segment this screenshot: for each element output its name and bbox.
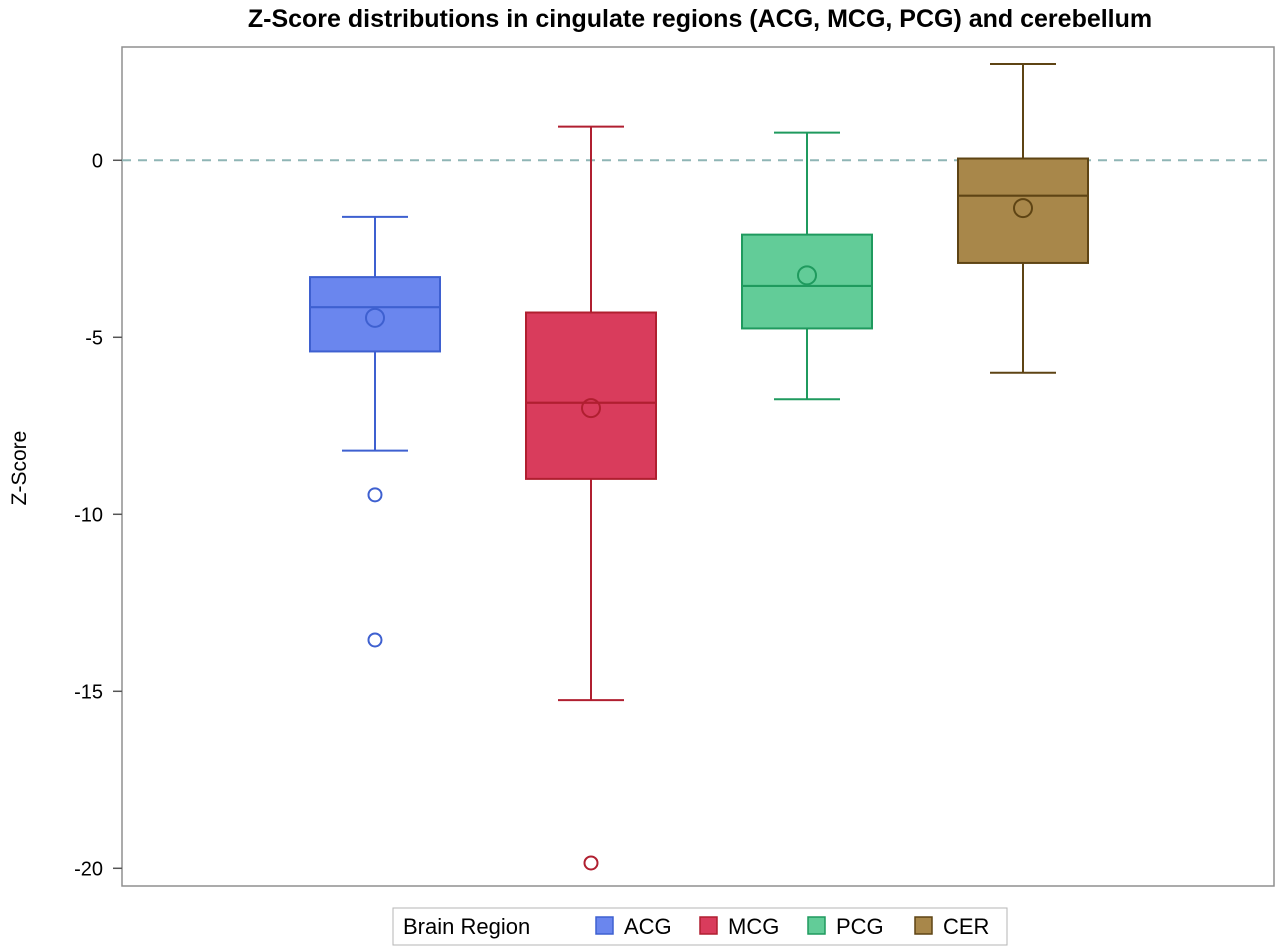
legend-item-pcg: PCG xyxy=(807,914,884,939)
chart-title: Z-Score distributions in cingulate regio… xyxy=(248,5,1152,33)
y-tick-label: -15 xyxy=(74,681,103,703)
interquartile-box xyxy=(741,233,873,330)
plot-area-frame xyxy=(121,46,1275,887)
legend-item-mcg: MCG xyxy=(699,914,779,939)
outlier-point xyxy=(367,632,383,648)
interquartile-box xyxy=(309,276,441,353)
y-tick-label: -20 xyxy=(74,858,103,880)
box-mcg xyxy=(525,125,657,871)
box-acg xyxy=(309,215,441,648)
legend-label: CER xyxy=(943,914,989,939)
mean-marker xyxy=(1013,198,1033,219)
legend-label: PCG xyxy=(836,914,884,939)
legend-title: Brain Region xyxy=(403,914,530,939)
outlier-point xyxy=(583,855,599,871)
interquartile-box xyxy=(525,311,657,480)
y-axis-label: Z-Score xyxy=(8,431,31,506)
box-series-group xyxy=(309,62,1089,871)
legend-swatch xyxy=(699,916,718,935)
legend-item-acg: ACG xyxy=(595,914,672,939)
legend: Brain Region ACG MCG PCG CER xyxy=(392,907,1008,946)
mean-marker xyxy=(365,307,385,328)
mean-marker xyxy=(797,265,817,286)
y-tick-label: -5 xyxy=(85,327,103,349)
box-cer xyxy=(957,62,1089,374)
legend-swatch xyxy=(595,916,614,935)
y-tick-label: 0 xyxy=(92,150,103,172)
mean-marker xyxy=(581,398,601,419)
outlier-point xyxy=(367,487,383,503)
y-axis-ticks: 0 -5 -10 -15 -20 xyxy=(74,150,122,880)
y-tick-label: -10 xyxy=(74,504,103,526)
box-pcg xyxy=(741,131,873,401)
interquartile-box xyxy=(957,157,1089,264)
legend-label: MCG xyxy=(728,914,779,939)
legend-item-cer: CER xyxy=(914,914,989,939)
legend-label: ACG xyxy=(624,914,672,939)
legend-swatch xyxy=(807,916,826,935)
legend-swatch xyxy=(914,916,933,935)
